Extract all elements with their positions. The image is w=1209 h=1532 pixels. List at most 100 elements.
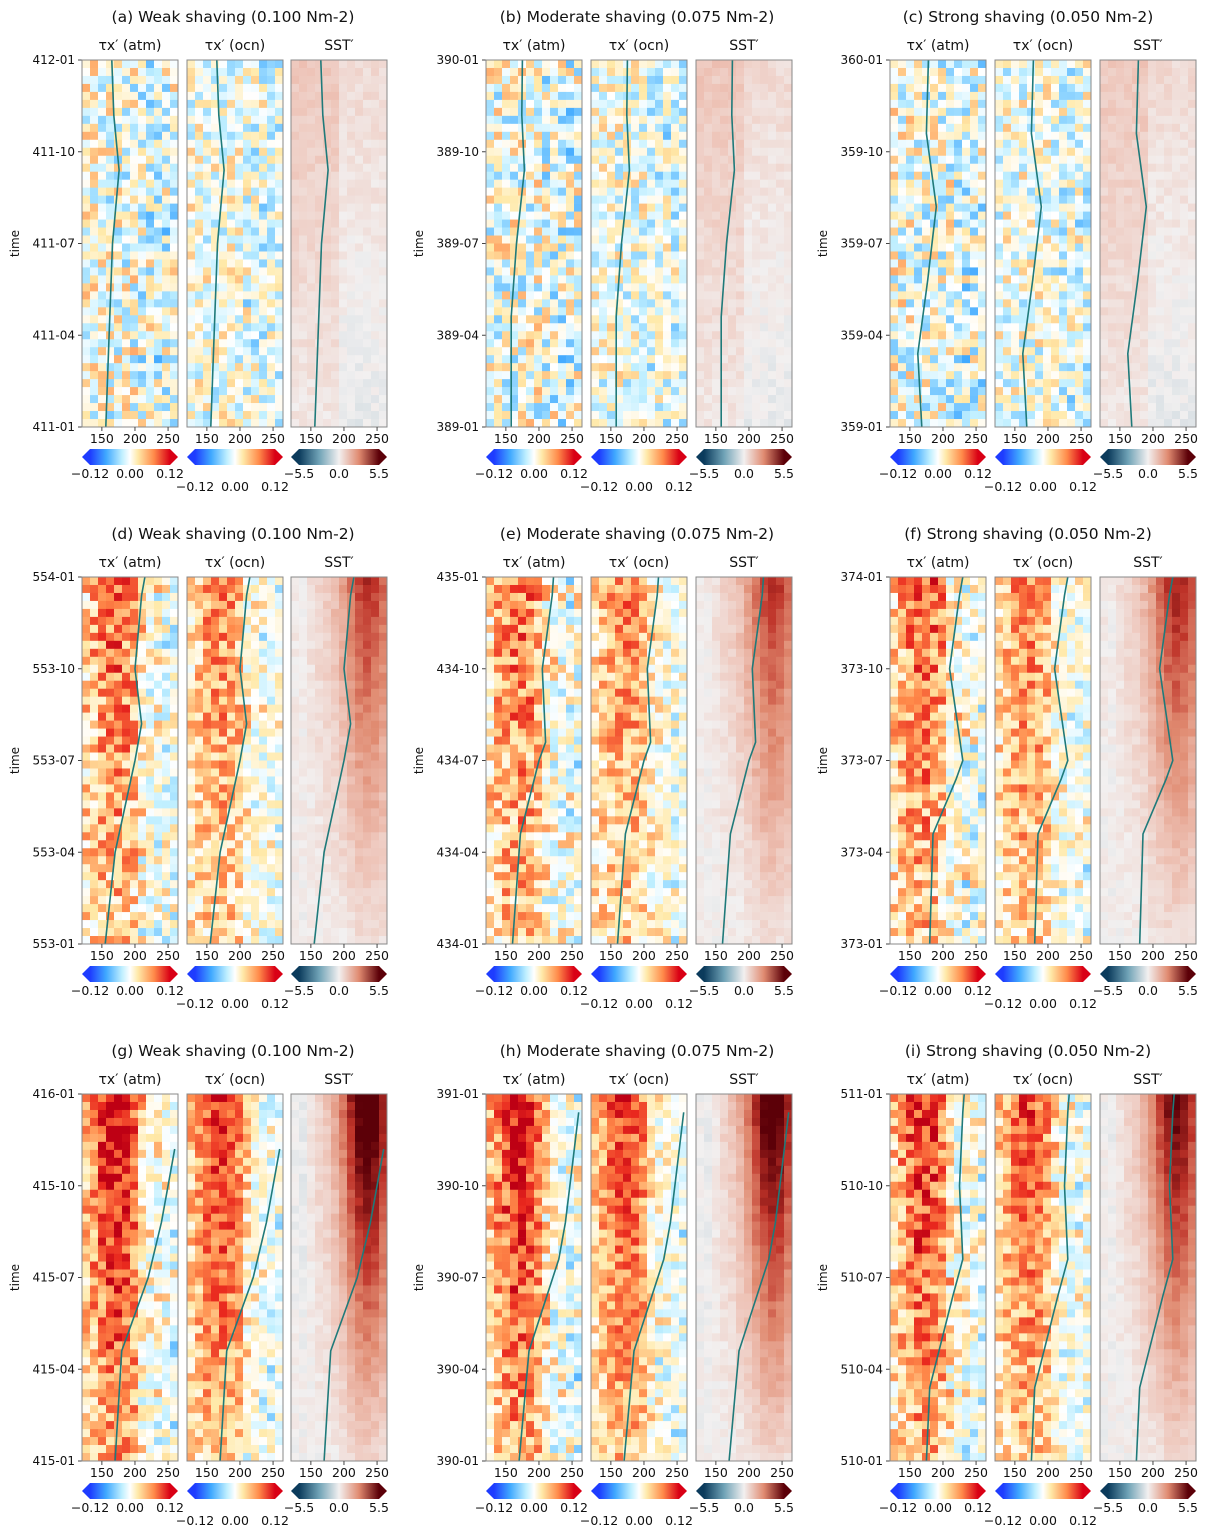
heat-cell xyxy=(130,227,139,236)
heat-cell xyxy=(130,163,139,172)
heat-cell xyxy=(946,299,955,308)
heat-cell xyxy=(259,243,268,252)
heat-cell xyxy=(82,91,91,101)
heat-cell xyxy=(744,91,753,101)
heat-cell xyxy=(243,307,252,316)
heat-cell xyxy=(736,395,745,404)
heat-cell xyxy=(235,347,244,356)
heat-cell xyxy=(259,155,268,165)
heat-cell xyxy=(510,323,519,332)
heat-cell xyxy=(728,315,737,324)
heat-cell xyxy=(542,291,551,300)
heat-cell xyxy=(744,395,753,404)
heat-cell xyxy=(1172,99,1181,109)
heat-cell xyxy=(502,123,511,133)
heat-cell xyxy=(235,211,244,220)
heat-cell xyxy=(599,331,608,340)
heat-cell xyxy=(1051,403,1060,412)
heat-cell xyxy=(631,235,640,244)
heat-cell xyxy=(259,339,268,348)
heat-cell xyxy=(995,123,1004,133)
heat-cell xyxy=(946,275,955,284)
heat-cell xyxy=(566,60,575,69)
heat-cell xyxy=(170,179,179,188)
heat-cell xyxy=(363,411,372,420)
heat-cell xyxy=(607,91,616,101)
heat-cell xyxy=(486,387,495,396)
heat-cell xyxy=(275,411,284,420)
heat-cell xyxy=(486,99,495,109)
heat-cell xyxy=(1043,323,1052,332)
heat-cell xyxy=(510,339,519,348)
heat-cell xyxy=(307,283,316,292)
heat-cell xyxy=(130,299,139,308)
heat-cell xyxy=(776,363,785,372)
heat-cell xyxy=(1043,139,1052,149)
heat-cell xyxy=(355,339,364,348)
heat-cell xyxy=(1019,315,1028,324)
heat-cell xyxy=(1132,275,1141,284)
heat-cell xyxy=(90,291,99,300)
heat-cell xyxy=(1116,107,1125,117)
heat-cell xyxy=(938,307,947,316)
heat-cell xyxy=(671,331,680,340)
heat-cell xyxy=(550,163,559,172)
heat-cell xyxy=(599,99,608,109)
heat-cell xyxy=(639,283,648,292)
heat-cell xyxy=(170,403,179,412)
heat-cell xyxy=(898,411,907,420)
heat-cell xyxy=(639,60,648,69)
heat-cell xyxy=(591,107,600,117)
heat-cell xyxy=(122,171,131,180)
heat-cell xyxy=(331,219,340,228)
heat-cell xyxy=(1148,307,1157,316)
heat-cell xyxy=(1164,243,1173,252)
heat-cell xyxy=(1083,347,1092,356)
heat-cell xyxy=(550,251,559,260)
heat-cell xyxy=(736,115,745,125)
heat-cell xyxy=(1043,155,1052,165)
heat-cell xyxy=(1003,203,1012,212)
heat-cell xyxy=(170,275,179,284)
heat-cell xyxy=(162,267,171,276)
heat-cell xyxy=(696,139,705,149)
heat-cell xyxy=(275,347,284,356)
heat-cell xyxy=(599,171,608,180)
heat-cell xyxy=(946,115,955,125)
heat-cell xyxy=(542,107,551,117)
heat-cell xyxy=(339,355,348,364)
heat-cell xyxy=(219,139,228,149)
heat-cell xyxy=(696,91,705,101)
heat-cell xyxy=(347,395,356,404)
heat-cell xyxy=(1188,275,1197,284)
heat-cell xyxy=(995,411,1004,420)
heat-cell xyxy=(1003,187,1012,196)
heat-cell xyxy=(566,227,575,236)
heat-cell xyxy=(760,139,769,149)
heat-cell xyxy=(623,299,632,308)
heat-cell xyxy=(291,331,300,340)
heat-cell xyxy=(744,283,753,292)
heat-cell xyxy=(1156,91,1165,101)
heat-cell xyxy=(251,139,260,149)
heat-cell xyxy=(219,107,228,117)
heat-cell xyxy=(235,307,244,316)
heat-cell xyxy=(768,323,777,332)
heat-cell xyxy=(704,283,713,292)
heat-cell xyxy=(219,99,228,109)
heat-cell xyxy=(704,363,713,372)
heat-cell xyxy=(1035,387,1044,396)
heat-cell xyxy=(243,395,252,404)
heat-cell xyxy=(1043,107,1052,117)
heat-cell xyxy=(995,307,1004,316)
heat-cell xyxy=(574,387,583,396)
heat-cell xyxy=(195,67,204,77)
heat-cell xyxy=(315,83,324,93)
heat-cell xyxy=(954,299,963,308)
heat-cell xyxy=(736,99,745,109)
heat-cell xyxy=(736,403,745,412)
heat-cell xyxy=(647,331,656,340)
heat-cell xyxy=(1140,299,1149,308)
heat-cell xyxy=(267,163,276,172)
heat-cell xyxy=(1132,251,1141,260)
